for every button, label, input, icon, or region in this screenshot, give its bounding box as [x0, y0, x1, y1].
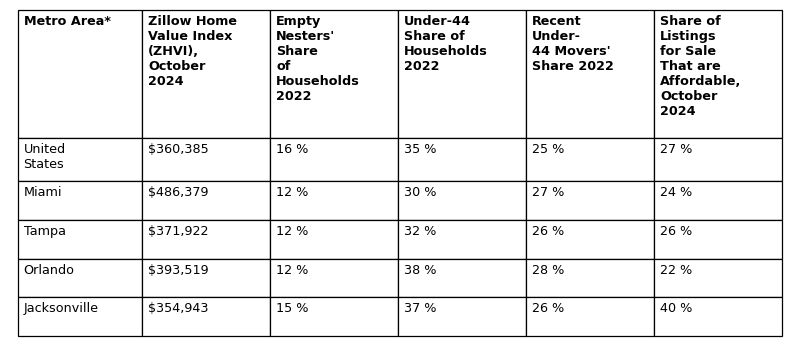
Text: Share of
Listings
for Sale
That are
Affordable,
October
2024: Share of Listings for Sale That are Affo… [660, 15, 742, 118]
Bar [270, 258, 398, 298]
Text: $354,943: $354,943 [148, 302, 209, 316]
Text: 26 %: 26 % [532, 302, 565, 316]
Text: $486,379: $486,379 [148, 186, 209, 199]
Text: 26 %: 26 % [660, 225, 693, 238]
Text: 35 %: 35 % [404, 143, 437, 156]
Text: Recent
Under-
44 Movers'
Share 2022: Recent Under- 44 Movers' Share 2022 [532, 15, 614, 73]
Bar [654, 138, 782, 181]
Bar [398, 258, 526, 298]
Bar [654, 220, 782, 258]
Text: $393,519: $393,519 [148, 264, 209, 276]
Bar [526, 138, 654, 181]
Bar [398, 138, 526, 181]
Bar [142, 220, 270, 258]
Text: Jacksonville: Jacksonville [24, 302, 98, 316]
Text: 24 %: 24 % [660, 186, 693, 199]
Bar [270, 181, 398, 220]
Bar [654, 298, 782, 336]
Bar [270, 298, 398, 336]
Text: Tampa: Tampa [24, 225, 66, 238]
Text: 12 %: 12 % [276, 264, 309, 276]
Bar [526, 181, 654, 220]
Text: 27 %: 27 % [660, 143, 693, 156]
Bar [142, 181, 270, 220]
Text: 30 %: 30 % [404, 186, 437, 199]
Text: Miami: Miami [24, 186, 62, 199]
Text: 27 %: 27 % [532, 186, 565, 199]
Bar [142, 258, 270, 298]
Bar [398, 298, 526, 336]
Text: $360,385: $360,385 [148, 143, 209, 156]
Text: 28 %: 28 % [532, 264, 565, 276]
Bar [18, 258, 142, 298]
Bar [398, 181, 526, 220]
Bar [142, 138, 270, 181]
Bar [270, 220, 398, 258]
Text: 25 %: 25 % [532, 143, 565, 156]
Text: 22 %: 22 % [660, 264, 693, 276]
Bar [398, 10, 526, 138]
Text: 38 %: 38 % [404, 264, 437, 276]
Text: 12 %: 12 % [276, 225, 309, 238]
Text: 37 %: 37 % [404, 302, 437, 316]
Text: 15 %: 15 % [276, 302, 309, 316]
Bar [142, 10, 270, 138]
Bar [398, 220, 526, 258]
Bar [270, 10, 398, 138]
Text: Metro Area*: Metro Area* [24, 15, 110, 28]
Bar [142, 298, 270, 336]
Text: Empty
Nesters'
Share
of
Households
2022: Empty Nesters' Share of Households 2022 [276, 15, 360, 103]
Bar [270, 138, 398, 181]
Text: 40 %: 40 % [660, 302, 693, 316]
Text: Orlando: Orlando [24, 264, 74, 276]
Text: Under-44
Share of
Households
2022: Under-44 Share of Households 2022 [404, 15, 488, 73]
Text: $371,922: $371,922 [148, 225, 209, 238]
Bar [18, 138, 142, 181]
Text: 12 %: 12 % [276, 186, 309, 199]
Bar [18, 10, 142, 138]
Bar [18, 298, 142, 336]
Bar [18, 220, 142, 258]
Text: 32 %: 32 % [404, 225, 437, 238]
Bar [18, 181, 142, 220]
Bar [526, 298, 654, 336]
Bar [526, 10, 654, 138]
Text: United
States: United States [24, 143, 66, 171]
Bar [654, 181, 782, 220]
Text: Zillow Home
Value Index
(ZHVI),
October
2024: Zillow Home Value Index (ZHVI), October … [148, 15, 238, 88]
Bar [526, 258, 654, 298]
Text: 26 %: 26 % [532, 225, 565, 238]
Bar [526, 220, 654, 258]
Bar [654, 258, 782, 298]
Bar [654, 10, 782, 138]
Text: 16 %: 16 % [276, 143, 309, 156]
